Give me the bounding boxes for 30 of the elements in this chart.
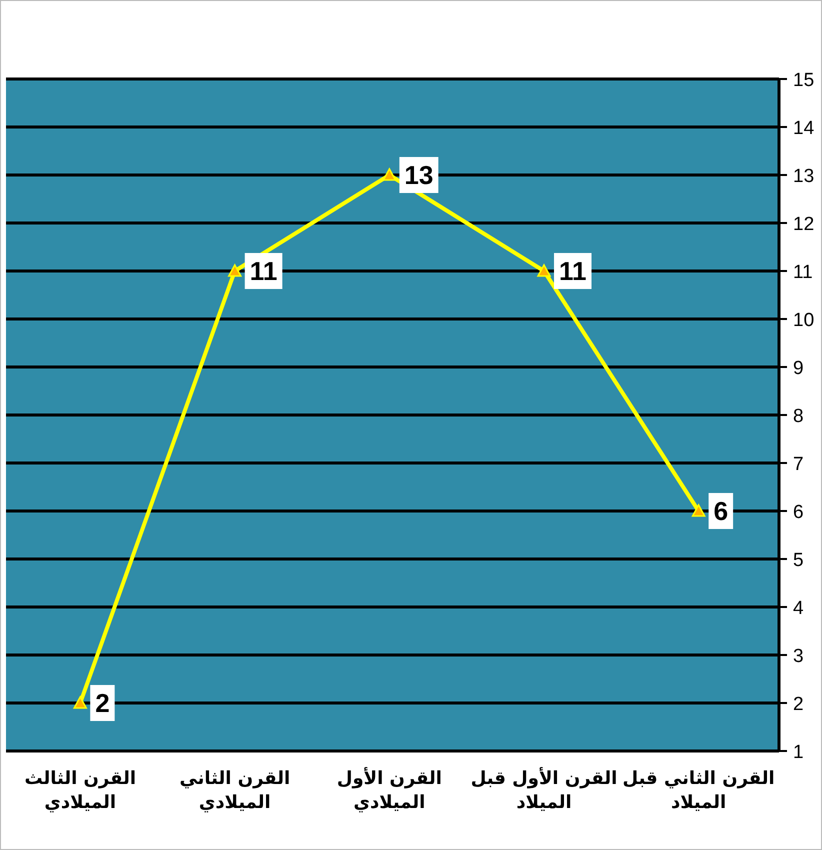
y-tick-label: 10	[793, 310, 814, 331]
y-tick-label: 8	[793, 406, 804, 427]
x-tick-label: القرن الأول الميلادي	[336, 767, 443, 815]
y-tick-label: 1	[793, 742, 804, 763]
data-label: 11	[250, 256, 278, 286]
point	[228, 264, 242, 277]
y-tick-label: 6	[793, 502, 804, 523]
point	[382, 168, 396, 181]
y-tick-label: 7	[793, 454, 804, 475]
y-tick-label: 5	[793, 550, 804, 571]
y-tick-label: 13	[793, 166, 814, 187]
y-tick-label: 11	[793, 262, 813, 283]
y-tick-label: 9	[793, 358, 804, 379]
point	[692, 504, 706, 517]
y-tick-label: 3	[793, 646, 804, 667]
y-tick-label: 15	[793, 70, 814, 91]
y-tick-label: 14	[793, 118, 815, 139]
data-label: 6	[714, 496, 728, 526]
x-tick-label: القرن الثاني الميلادي	[178, 767, 292, 815]
x-tick-label: القرن الثاني قبل الميلاد	[622, 767, 776, 815]
data-label: 2	[95, 688, 110, 718]
data-label: 11	[559, 256, 587, 286]
point	[537, 264, 551, 277]
y-tick-label: 2	[793, 694, 804, 715]
point	[73, 696, 87, 709]
x-tick-label: القرن الثالث الميلادي	[23, 767, 137, 815]
y-tick-label: 4	[793, 598, 804, 619]
data-label: 13	[404, 160, 434, 190]
x-tick-label: القرن الأول قبل الميلاد	[470, 767, 618, 815]
y-tick-label: 12	[793, 214, 814, 235]
